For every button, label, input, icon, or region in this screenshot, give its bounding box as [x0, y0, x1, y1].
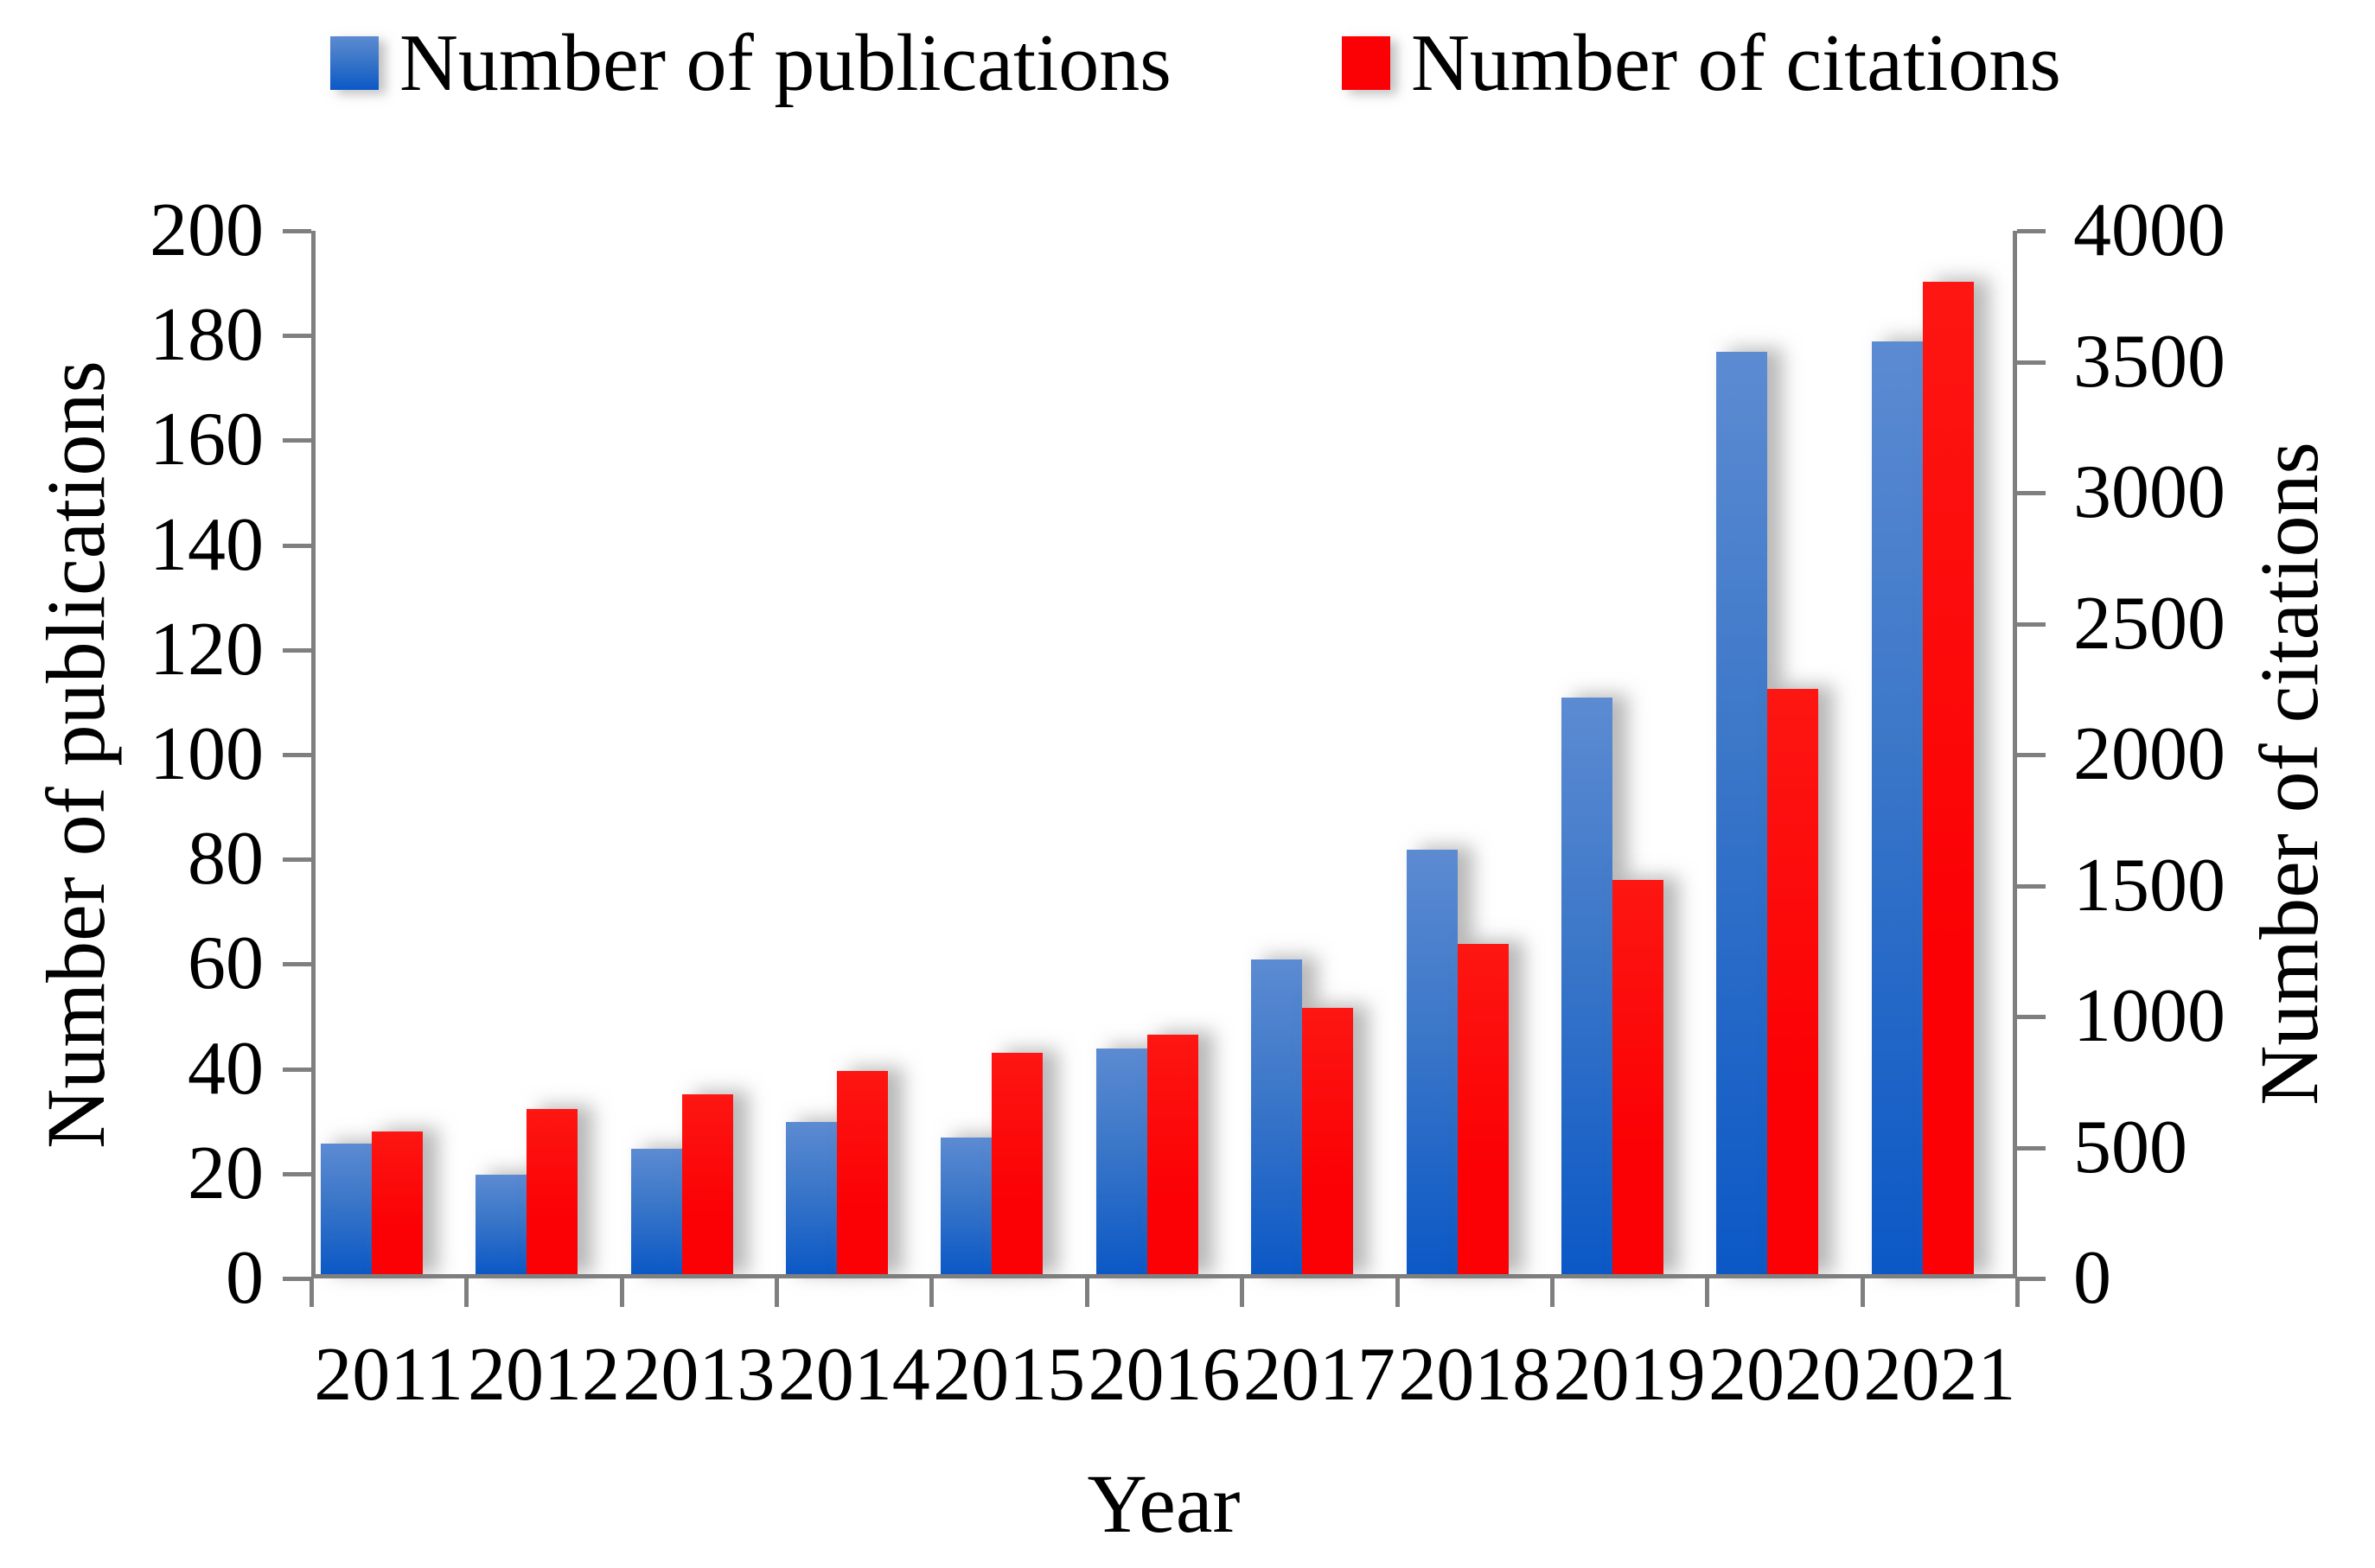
right-axis-tick-label: 500: [2073, 1105, 2187, 1189]
left-axis-tick: [283, 1067, 311, 1072]
left-axis-tick: [283, 1171, 311, 1176]
bar-publications-2012: [476, 1174, 527, 1274]
x-axis-tick: [619, 1278, 624, 1307]
bar-publications-2016: [1095, 1049, 1147, 1274]
left-axis-tick-label: 20: [188, 1131, 264, 1215]
publications-legend-swatch: [330, 36, 379, 90]
left-axis-tick: [283, 753, 311, 757]
x-axis-tick: [2015, 1278, 2020, 1307]
left-axis-tick-label: 100: [150, 712, 264, 796]
bar-citations-2016: [1146, 1034, 1198, 1274]
right-axis-tick-label: 2500: [2073, 581, 2225, 666]
plot-area: [311, 231, 2017, 1278]
x-axis-tick-label: 2016: [1088, 1333, 1241, 1417]
right-axis-tick: [2017, 1277, 2046, 1281]
left-axis-tick-label: 120: [150, 607, 264, 692]
x-axis-tick-label: 2018: [1398, 1333, 1551, 1417]
bar-publications-2013: [630, 1148, 682, 1274]
left-axis-tick-label: 180: [150, 293, 264, 378]
right-axis-tick-label: 2000: [2073, 712, 2225, 796]
left-axis-tick: [283, 438, 311, 443]
legend-item-publications: Number of publications: [330, 22, 1172, 104]
bar-publications-2015: [941, 1138, 993, 1274]
bar-citations-2020: [1767, 688, 1819, 1274]
x-axis-tick: [775, 1278, 780, 1307]
left-axis-tick-label: 140: [150, 502, 264, 587]
left-axis-tick: [283, 1277, 311, 1281]
bar-citations-2018: [1457, 944, 1509, 1274]
right-axis-tick-label: 4000: [2073, 188, 2225, 272]
right-axis-tick: [2017, 883, 2046, 889]
left-axis-tick-label: 60: [188, 921, 264, 1006]
right-axis-tick-label: 3000: [2073, 450, 2225, 534]
right-axis-tick: [2017, 753, 2046, 757]
left-axis-tick-label: 80: [188, 817, 264, 902]
x-axis-title: Year: [1087, 1457, 1241, 1550]
x-axis-tick-label: 2017: [1242, 1333, 1395, 1417]
left-axis-tick-label: 160: [150, 398, 264, 482]
right-axis-tick-label: 0: [2073, 1236, 2111, 1320]
left-axis-tick: [283, 857, 311, 863]
x-axis-tick: [1860, 1278, 1865, 1307]
bar-publications-2011: [321, 1143, 372, 1274]
legend-item-citations: Number of citations: [1342, 22, 2061, 104]
left-axis-tick: [283, 229, 311, 233]
bar-citations-2011: [372, 1131, 423, 1274]
right-axis-tick: [2017, 621, 2046, 627]
right-axis-tick: [2017, 229, 2046, 233]
x-axis-tick-label: 2019: [1553, 1333, 1706, 1417]
bar-publications-2014: [786, 1122, 838, 1274]
x-axis-tick: [1705, 1278, 1710, 1307]
x-axis-tick: [310, 1278, 314, 1307]
x-axis-tick-label: 2011: [314, 1333, 464, 1417]
x-axis-tick-label: 2012: [468, 1333, 621, 1417]
x-axis-tick: [1395, 1278, 1400, 1307]
bar-publications-2018: [1406, 850, 1458, 1274]
citations-legend-label: Number of citations: [1411, 18, 2061, 108]
bar-publications-2020: [1716, 352, 1768, 1274]
left-axis-tick: [283, 543, 311, 548]
left-axis-tick-label: 0: [226, 1236, 264, 1320]
bar-publications-2021: [1871, 341, 1923, 1274]
x-axis-tick-label: 2013: [622, 1333, 776, 1417]
x-axis-tick-label: 2015: [933, 1333, 1086, 1417]
right-axis-tick: [2017, 1145, 2046, 1151]
bar-citations-2012: [527, 1109, 578, 1274]
right-axis-tick-label: 3500: [2073, 319, 2225, 404]
x-axis-tick: [1240, 1278, 1245, 1307]
x-axis-tick-label: 2014: [777, 1333, 930, 1417]
right-axis-tick: [2017, 360, 2046, 365]
x-axis-tick: [1549, 1278, 1555, 1307]
bar-citations-2015: [992, 1052, 1044, 1274]
citations-legend-swatch: [1342, 36, 1390, 90]
bar-citations-2019: [1612, 880, 1663, 1274]
bar-citations-2014: [837, 1071, 889, 1274]
x-axis-tick: [464, 1278, 469, 1307]
bar-citations-2017: [1302, 1008, 1354, 1274]
left-axis-tick: [283, 962, 311, 967]
x-axis-tick-label: 2020: [1708, 1333, 1861, 1417]
x-axis-tick: [1084, 1278, 1089, 1307]
left-axis-tick-label: 40: [188, 1026, 264, 1111]
publications-legend-label: Number of publications: [399, 18, 1172, 108]
left-axis-tick: [283, 334, 311, 339]
right-axis-tick-label: 1500: [2073, 843, 2225, 927]
bar-publications-2017: [1251, 959, 1303, 1274]
left-axis-tick: [283, 647, 311, 653]
bar-citations-2021: [1922, 281, 1974, 1274]
right-axis-tick-label: 1000: [2073, 974, 2225, 1058]
right-axis-tick: [2017, 1015, 2046, 1019]
bar-citations-2013: [681, 1094, 733, 1274]
x-axis-tick-label: 2021: [1863, 1333, 2016, 1417]
right-axis-tick: [2017, 491, 2046, 495]
left-axis-tick-label: 200: [150, 188, 264, 272]
bar-publications-2019: [1561, 698, 1612, 1274]
x-axis-tick: [929, 1278, 935, 1307]
